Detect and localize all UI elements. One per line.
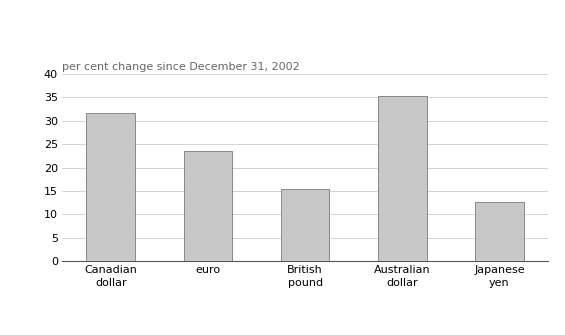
- Bar: [475, 202, 524, 261]
- Text: The Performance of Major Currencies vs. the U.S. Dollar: The Performance of Major Currencies vs. …: [10, 21, 474, 36]
- Bar: [184, 151, 232, 261]
- Bar: [378, 96, 427, 261]
- Text: per cent change since December 31, 2002: per cent change since December 31, 2002: [62, 62, 300, 72]
- Bar: [86, 113, 135, 261]
- Bar: [281, 189, 329, 261]
